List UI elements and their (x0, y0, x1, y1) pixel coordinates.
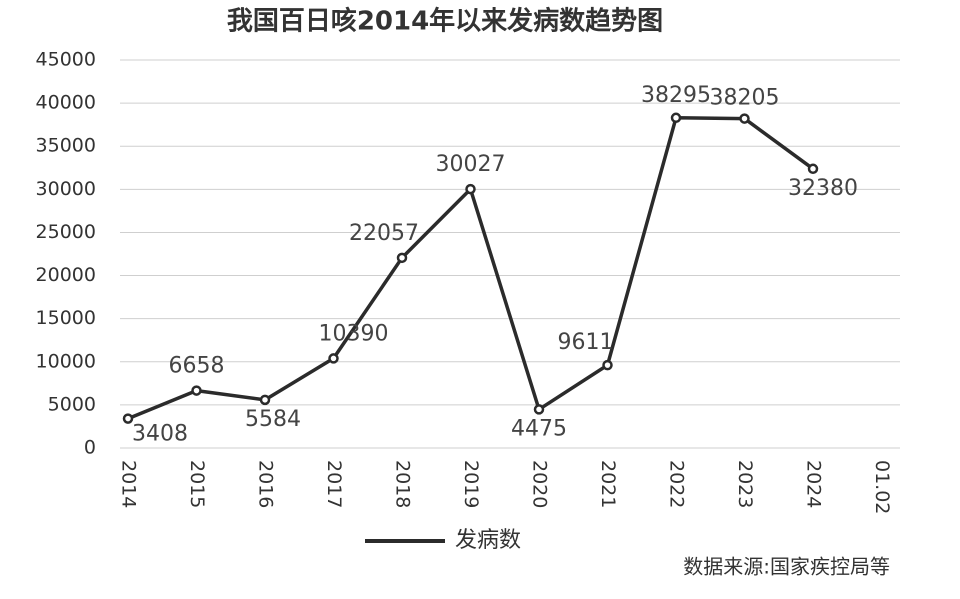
data-point (191, 385, 202, 396)
x-tick-label: 2015 (186, 460, 208, 508)
x-tick-label: 2017 (323, 460, 345, 508)
data-label: 4475 (511, 416, 567, 441)
data-point (328, 353, 339, 364)
data-point (739, 113, 750, 124)
chart-title: 我国百日咳2014年以来发病数趋势图 (227, 6, 663, 37)
x-tick-label: 2021 (597, 460, 619, 508)
y-tick-label: 10000 (36, 350, 96, 372)
x-tick-label: 2022 (666, 460, 688, 508)
data-point (602, 359, 613, 371)
x-tick-label: 01.02 (871, 460, 893, 514)
x-tick-label: 2020 (529, 460, 551, 508)
x-tick-label: 2024 (803, 460, 825, 508)
source-note: 数据来源:国家疾控局等 (683, 555, 890, 579)
data-label: 30027 (436, 152, 506, 177)
data-point (122, 413, 134, 424)
y-tick-label: 25000 (36, 221, 96, 243)
data-label: 32380 (788, 176, 858, 201)
data-point (259, 394, 271, 406)
data-label: 38295 (641, 83, 711, 108)
data-point (670, 112, 682, 124)
x-tick-label: 2023 (734, 460, 756, 508)
y-tick-label: 45000 (36, 49, 96, 71)
data-label: 22057 (349, 221, 419, 246)
y-tick-label: 0 (84, 437, 96, 459)
data-label: 5584 (245, 407, 301, 432)
data-label: 3408 (132, 422, 188, 447)
legend-label: 发病数 (455, 528, 521, 553)
data-label: 6658 (169, 354, 225, 379)
y-tick-label: 30000 (36, 178, 96, 200)
x-tick-label: 2016 (255, 460, 277, 508)
data-label: 38205 (710, 86, 780, 111)
data-point (465, 183, 476, 195)
y-tick-label: 15000 (36, 307, 96, 329)
data-point (533, 404, 545, 415)
y-tick-label: 40000 (36, 92, 96, 114)
data-label: 9611 (558, 330, 614, 355)
data-label: 10390 (319, 321, 389, 346)
y-tick-label: 35000 (36, 135, 96, 157)
x-tick-label: 2018 (392, 460, 414, 508)
y-tick-label: 5000 (48, 393, 96, 415)
x-tick-label: 2014 (118, 460, 140, 508)
y-tick-label: 20000 (36, 264, 96, 286)
data-point (807, 163, 819, 175)
data-point (396, 252, 408, 264)
x-tick-label: 2019 (460, 460, 482, 508)
